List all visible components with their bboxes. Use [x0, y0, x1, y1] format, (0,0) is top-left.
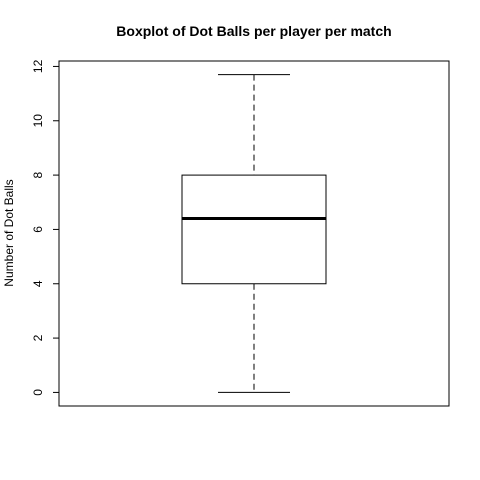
box-group: [181, 74, 327, 393]
y-tick-label: 6: [31, 226, 45, 233]
interquartile-box: [181, 174, 327, 285]
y-tick-label: 10: [31, 114, 45, 128]
y-tick-label: 8: [31, 171, 45, 178]
y-tick-label: 0: [31, 389, 45, 396]
y-tick-label: 4: [31, 280, 45, 287]
chart-title: Boxplot of Dot Balls per player per matc…: [116, 23, 391, 39]
plot-frame: [58, 60, 450, 407]
y-tick-label: 12: [31, 59, 45, 73]
y-axis: 0 2 4 6 8 10 12: [31, 59, 59, 396]
y-axis-label: Number of Dot Balls: [2, 179, 16, 286]
y-tick-label: 2: [31, 334, 45, 341]
